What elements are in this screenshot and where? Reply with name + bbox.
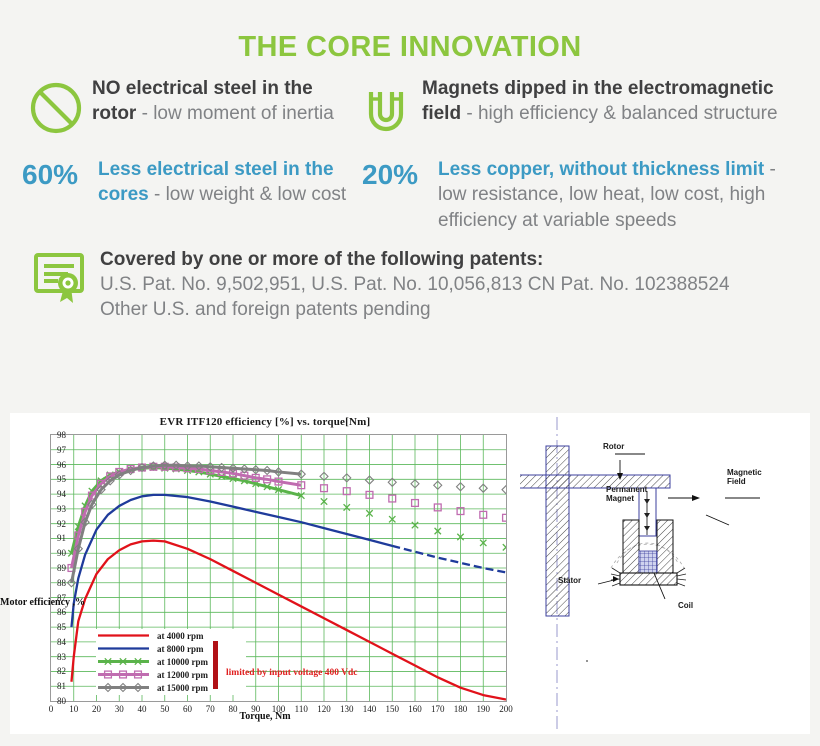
legend-item: at 10000 rpm [96, 655, 246, 668]
x-tick-label: 20 [92, 704, 101, 714]
y-tick-label: 80 [57, 696, 66, 706]
patents-numbers: U.S. Pat. No. 9,502,951, U.S. Pat. No. 1… [100, 273, 730, 295]
legend-label: at 12000 rpm [157, 669, 208, 680]
x-tick-label: 150 [385, 704, 400, 714]
feature-no-electrical-steel: NO electrical steel in the rotor - low m… [28, 76, 358, 141]
x-tick-label: 100 [271, 704, 286, 714]
y-tick-label: 97 [57, 444, 66, 455]
feature-text: NO electrical steel in the rotor - low m… [90, 76, 358, 127]
feature-rest-text: - low moment of inertia [136, 103, 334, 125]
y-tick-label: 88 [57, 577, 66, 588]
label-coil: Coil [678, 601, 694, 610]
legend-item: at 4000 rpm [96, 629, 246, 642]
legend-label: at 8000 rpm [157, 643, 204, 654]
efficiency-chart: EVR ITF120 efficiency [%] vs. torque[Nm] [10, 413, 520, 734]
y-tick-label: 96 [57, 459, 66, 470]
stat-bold-text: Less electrical steel in the cores [98, 159, 334, 206]
y-tick-label: 85 [57, 622, 66, 633]
legend-item: at 8000 rpm [96, 642, 246, 655]
legend-label: at 4000 rpm [157, 630, 204, 641]
percent-row: 60% Less electrical steel in the cores -… [0, 141, 820, 233]
certificate-icon [30, 247, 98, 322]
y-tick-label: 87 [57, 592, 66, 603]
y-tick-label: 94 [57, 489, 66, 500]
y-tick-label: 90 [57, 548, 66, 559]
chart-panel: EVR ITF120 efficiency [%] vs. torque[Nm] [10, 413, 810, 734]
x-axis-title: Torque, Nm [239, 711, 291, 722]
stat-rest-text: - low weight & low cost [148, 184, 347, 206]
y-tick-label: 93 [57, 503, 66, 514]
y-tick-label: 84 [57, 636, 66, 647]
legend-swatch [96, 655, 151, 668]
y-tick-label: 81 [57, 681, 66, 692]
y-tick-label: 91 [57, 533, 66, 544]
legend-swatch [96, 629, 151, 642]
prohibition-icon [28, 76, 90, 141]
y-tick-label: 98 [57, 430, 66, 440]
y-tick-label: 92 [57, 518, 66, 529]
x-tick-label: 110 [294, 704, 308, 714]
chart-title: EVR ITF120 efficiency [%] vs. torque[Nm] [159, 416, 371, 428]
legend-label: at 10000 rpm [157, 656, 208, 667]
x-tick-label: 30 [114, 704, 124, 714]
x-tick-label: 200 [499, 704, 513, 714]
stat-60-percent: 60% Less electrical steel in the cores -… [22, 157, 362, 233]
voltage-limit-bar [213, 641, 218, 689]
voltage-limit-note: limited by input voltage 400 Vdc [226, 668, 358, 678]
page-title: THE CORE INNOVATION [238, 31, 582, 63]
stat-value: 60% [22, 159, 79, 190]
x-tick-label: 70 [205, 704, 215, 714]
chart-legend: at 4000 rpm at 8000 rpm at 10000 rpm at 120… [96, 629, 246, 695]
label-rotor: Rotor [603, 442, 625, 451]
stat-bold-text: Less copper, without thickness limit [438, 159, 765, 180]
y-tick-label: 89 [57, 563, 66, 573]
stat-20-percent: 20% Less copper, without thickness limit… [362, 157, 802, 233]
feature-magnets-dipped: Magnets dipped in the electromagnetic fi… [358, 76, 788, 141]
x-tick-label: 190 [476, 704, 491, 714]
y-tick-label: 83 [57, 651, 66, 662]
x-tick-label: 0 [48, 704, 54, 714]
y-tick-label: 82 [57, 666, 66, 677]
legend-label: at 15000 rpm [157, 682, 208, 693]
feature-text: Magnets dipped in the electromagnetic fi… [420, 76, 788, 127]
feature-rest-text: - high efficiency & balanced structure [461, 103, 778, 125]
x-tick-label: 10 [69, 704, 79, 714]
label-permanent-magnet: Permanent Magnet [606, 485, 648, 504]
x-tick-label: 170 [431, 704, 445, 714]
patents-text: Covered by one or more of the following … [98, 247, 730, 322]
x-tick-label: 120 [317, 704, 331, 714]
legend-swatch [96, 668, 151, 681]
legend-swatch [96, 681, 151, 694]
label-magnetic-field: Magnetic Field [727, 468, 762, 487]
x-tick-label: 180 [453, 704, 468, 714]
x-tick-label: 160 [408, 704, 422, 714]
feature-bold-text: Magnets dipped in the electromagnetic fi… [422, 78, 774, 125]
x-tick-label: 60 [183, 704, 192, 714]
stat-value: 20% [362, 159, 419, 190]
legend-item: at 15000 rpm [96, 681, 246, 694]
y-axis-title: Motor efficiency ,% [0, 597, 86, 608]
y-tick-label: 86 [57, 607, 66, 618]
stat-text: Less electrical steel in the cores - low… [98, 157, 362, 208]
x-tick-label: 90 [251, 704, 261, 714]
label-stator: Stator [558, 576, 582, 585]
patents-block: Covered by one or more of the following … [0, 233, 820, 322]
legend-swatch [96, 642, 151, 655]
stat-text: Less copper, without thickness limit - l… [438, 157, 802, 233]
x-tick-label: 130 [340, 704, 354, 714]
x-tick-label: 140 [362, 704, 377, 714]
patents-pending: Other U.S. and foreign patents pending [100, 298, 431, 320]
stat-rest-text: - low resistance, low heat, low cost, hi… [438, 159, 776, 231]
y-tick-label: 95 [57, 474, 66, 485]
legend-item: at 12000 rpm [96, 668, 246, 681]
motor-cross-section-diagram: Rotor Magnetic Field Permanent Magnet St… [434, 413, 820, 734]
horseshoe-magnet-icon [358, 76, 420, 141]
x-tick-label: 40 [137, 704, 147, 714]
x-tick-label: 50 [160, 704, 170, 714]
x-tick-label: 80 [228, 704, 238, 714]
feature-row: NO electrical steel in the rotor - low m… [0, 62, 820, 141]
patents-heading: Covered by one or more of the following … [100, 248, 544, 270]
feature-bold-text: NO electrical steel in the rotor [92, 78, 313, 125]
